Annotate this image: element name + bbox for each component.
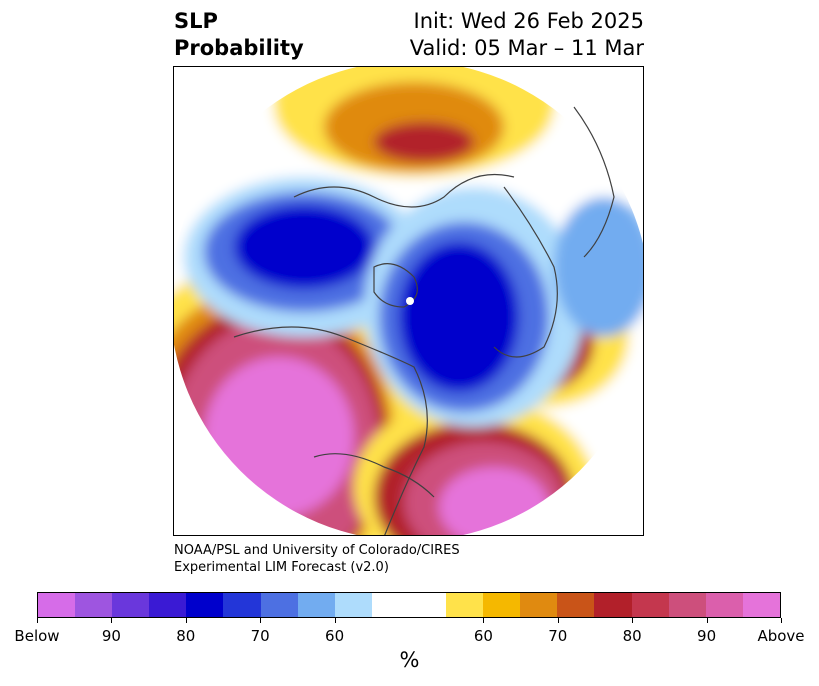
title-metric: Probability <box>174 36 304 60</box>
colorbar-tick-label: 90 <box>697 627 717 645</box>
map-title: SLP Probability <box>174 8 304 62</box>
forecast-dates: Init: Wed 26 Feb 2025 Valid: 05 Mar – 11… <box>410 8 644 62</box>
colorbar-tick-mark <box>334 618 336 623</box>
colorbar-tick-mark <box>111 618 113 623</box>
credit-line-2: Experimental LIM Forecast (v2.0) <box>174 560 389 575</box>
colorbar <box>37 592 781 618</box>
colorbar-segment <box>334 593 372 617</box>
colorbar-segment <box>223 593 261 617</box>
colorbar-tick-label: Above <box>757 627 805 645</box>
colorbar-tick-mark <box>706 618 708 623</box>
colorbar-tick-label: 70 <box>548 627 568 645</box>
colorbar-segment <box>705 593 743 617</box>
polar-map <box>173 66 644 536</box>
coastlines <box>233 106 615 535</box>
colorbar-unit: % <box>399 648 420 672</box>
credit-text: NOAA/PSL and University of Colorado/CIRE… <box>174 542 460 576</box>
colorbar-tick-label: 70 <box>250 627 270 645</box>
colorbar-segment <box>742 593 780 617</box>
colorbar-tick-mark <box>185 618 187 623</box>
credit-line-1: NOAA/PSL and University of Colorado/CIRE… <box>174 543 460 558</box>
colorbar-tick-mark <box>260 618 262 623</box>
colorbar-tick-label: 80 <box>176 627 196 645</box>
colorbar-tick-label: 90 <box>101 627 121 645</box>
colorbar-segment <box>483 593 521 617</box>
colorbar-tick-mark <box>632 618 634 623</box>
colorbar-segment <box>631 593 669 617</box>
colorbar-segment <box>75 593 113 617</box>
colorbar-segment <box>371 593 447 617</box>
colorbar-tick-mark <box>483 618 485 623</box>
colorbar-segment <box>557 593 595 617</box>
colorbar-tick-label: 80 <box>622 627 642 645</box>
colorbar-segment <box>594 593 632 617</box>
colorbar-tick-mark <box>557 618 559 623</box>
colorbar-tick-mark <box>37 618 38 623</box>
colorbar-segment <box>520 593 558 617</box>
colorbar-ticks: Below 90 80 70 60 60 70 80 90 Above <box>0 618 819 648</box>
colorbar-segment <box>112 593 150 617</box>
probability-shading <box>174 67 643 535</box>
colorbar-tick-mark <box>781 618 782 623</box>
colorbar-segment <box>186 593 224 617</box>
title-variable: SLP <box>174 9 218 33</box>
valid-range: Valid: 05 Mar – 11 Mar <box>409 36 644 60</box>
init-date: Init: Wed 26 Feb 2025 <box>413 9 644 33</box>
colorbar-segment <box>149 593 187 617</box>
colorbar-tick-label: Below <box>14 627 60 645</box>
colorbar-segment <box>446 593 484 617</box>
colorbar-segment <box>668 593 706 617</box>
probability-field <box>174 67 643 535</box>
colorbar-segment <box>297 593 335 617</box>
colorbar-segment <box>38 593 76 617</box>
colorbar-tick-label: 60 <box>325 627 345 645</box>
colorbar-tick-label: 60 <box>473 627 493 645</box>
pole-marker <box>406 297 414 305</box>
colorbar-segment <box>260 593 298 617</box>
